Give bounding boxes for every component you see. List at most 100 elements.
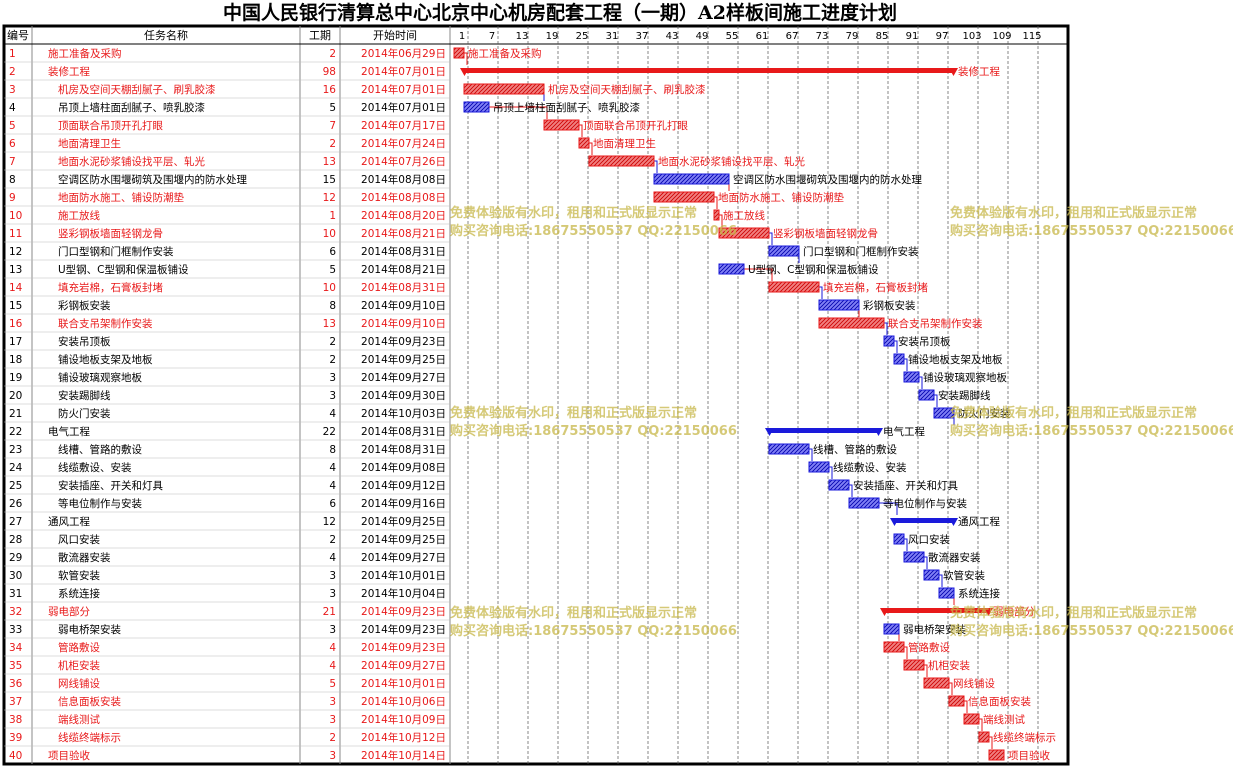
cell-name: 线槽、管路的敷设 bbox=[58, 443, 142, 456]
cell-id: 26 bbox=[9, 498, 23, 510]
cell-id: 39 bbox=[9, 732, 22, 744]
cell-id: 35 bbox=[9, 660, 22, 672]
cell-name: 端线测试 bbox=[58, 713, 100, 726]
cell-duration: 8 bbox=[329, 444, 336, 456]
cell-duration: 2 bbox=[329, 336, 336, 348]
cell-start: 2014年09月25日 bbox=[361, 353, 446, 366]
cell-id: 36 bbox=[9, 678, 23, 690]
timescale-tick-label: 1 bbox=[459, 31, 465, 42]
task-bar bbox=[848, 497, 880, 509]
cell-name: 地面清理卫生 bbox=[58, 137, 121, 150]
task-bar bbox=[828, 479, 850, 491]
bar-label: 施工准备及采购 bbox=[468, 47, 542, 60]
bar-label: 安装插座、开关和灯具 bbox=[853, 479, 958, 492]
task-bar bbox=[453, 47, 465, 59]
timescale-tick-label: 103 bbox=[962, 31, 981, 42]
cell-duration: 4 bbox=[329, 480, 336, 492]
timescale-tick-label: 109 bbox=[992, 31, 1011, 42]
summary-bar bbox=[884, 608, 989, 613]
dependency-link bbox=[904, 358, 908, 371]
cell-duration: 4 bbox=[329, 642, 336, 654]
watermark-line1: 免费体验版有水印，租用和正式版显示正常 bbox=[450, 406, 698, 421]
watermark-line2: 购买咨询电话:18675550537 QQ:22150066 bbox=[450, 624, 737, 639]
column-header-duration: 工期 bbox=[309, 29, 331, 42]
cell-duration: 3 bbox=[329, 714, 336, 726]
task-bar bbox=[718, 227, 770, 239]
cell-start: 2014年07月01日 bbox=[361, 101, 446, 114]
dependency-link bbox=[989, 736, 993, 749]
timescale-tick-label: 115 bbox=[1022, 31, 1041, 42]
cell-start: 2014年09月25日 bbox=[361, 533, 446, 546]
timescale-tick-label: 37 bbox=[636, 31, 649, 42]
bar-label: 门口型钢和门框制作安装 bbox=[803, 245, 919, 258]
timescale-tick-label: 25 bbox=[576, 31, 589, 42]
grid-layer bbox=[2, 24, 1070, 766]
cell-duration: 4 bbox=[329, 462, 336, 474]
cell-id: 3 bbox=[9, 84, 16, 96]
cell-duration: 6 bbox=[329, 246, 336, 258]
cell-name: 地面水泥砂浆铺设找平层、轧光 bbox=[58, 155, 205, 168]
bar-labels: 施工准备及采购装修工程机房及空间天棚刮腻子、刷乳胶漆吊顶上墙柱面刮腻子、喷乳胶漆… bbox=[468, 47, 1056, 762]
summary-cap-start bbox=[765, 428, 774, 436]
cell-id: 6 bbox=[9, 138, 16, 150]
cell-start: 2014年10月01日 bbox=[361, 677, 446, 690]
cell-start: 2014年09月27日 bbox=[361, 371, 446, 384]
cell-name: 通风工程 bbox=[48, 516, 90, 528]
task-bar bbox=[903, 551, 925, 563]
cell-start: 2014年07月26日 bbox=[361, 155, 446, 168]
column-header-id: 编号 bbox=[7, 28, 29, 42]
cell-name: 弱电桥架安装 bbox=[58, 623, 121, 636]
cell-start: 2014年09月30日 bbox=[361, 389, 446, 402]
task-bar bbox=[948, 695, 965, 707]
bar-label: 机房及空间天棚刮腻子、刷乳胶漆 bbox=[548, 83, 706, 96]
cell-duration: 4 bbox=[329, 552, 336, 564]
cell-name: 网线铺设 bbox=[58, 677, 100, 690]
dependency-link bbox=[829, 466, 833, 479]
cell-name: 地面防水施工、铺设防潮垫 bbox=[58, 191, 184, 204]
cell-name: 铺设地板支架及地板 bbox=[58, 353, 153, 366]
bar-label: 机柜安装 bbox=[928, 659, 970, 672]
cell-id: 34 bbox=[9, 642, 23, 654]
cell-start: 2014年07月17日 bbox=[361, 119, 446, 132]
timescale-tick-label: 13 bbox=[516, 31, 529, 42]
cell-duration: 10 bbox=[323, 228, 336, 240]
cell-name: 机柜安装 bbox=[58, 659, 100, 672]
watermark-line2: 购买咨询电话:18675550537 QQ:22150066 bbox=[950, 224, 1233, 239]
timescale-tick-label: 49 bbox=[696, 31, 709, 42]
cell-duration: 3 bbox=[329, 390, 336, 402]
bar-label: 风口安装 bbox=[908, 533, 950, 546]
cell-id: 25 bbox=[9, 480, 22, 492]
cell-id: 7 bbox=[9, 156, 16, 168]
task-bar bbox=[918, 389, 935, 401]
cell-start: 2014年10月01日 bbox=[361, 569, 446, 582]
watermark-line1: 免费体验版有水印，租用和正式版显示正常 bbox=[450, 606, 698, 621]
watermark-line2: 购买咨询电话:18675550537 QQ:22150066 bbox=[950, 424, 1233, 439]
cell-name: 门口型钢和门框制作安装 bbox=[58, 245, 174, 258]
task-bar bbox=[923, 677, 950, 689]
dependency-link bbox=[464, 52, 468, 65]
cell-name: 软管安装 bbox=[58, 569, 100, 582]
cell-id: 12 bbox=[9, 246, 22, 258]
watermark-line1: 免费体验版有水印，租用和正式版显示正常 bbox=[950, 206, 1198, 221]
cell-start: 2014年08月08日 bbox=[361, 191, 446, 204]
cell-id: 33 bbox=[9, 624, 22, 636]
cell-id: 30 bbox=[9, 570, 22, 582]
task-bar bbox=[713, 209, 720, 221]
cell-duration: 2 bbox=[329, 48, 336, 60]
dependency-link bbox=[904, 646, 908, 659]
task-bar bbox=[923, 569, 940, 581]
summary-cap-end bbox=[949, 68, 958, 76]
cell-duration: 12 bbox=[323, 516, 336, 528]
cell-duration: 4 bbox=[329, 408, 336, 420]
cell-name: 项目验收 bbox=[48, 749, 90, 762]
cell-start: 2014年10月09日 bbox=[361, 713, 446, 726]
cell-duration: 3 bbox=[329, 588, 336, 600]
cell-duration: 2 bbox=[329, 354, 336, 366]
dependency-link bbox=[769, 232, 773, 245]
bar-label: 散流器安装 bbox=[928, 551, 981, 564]
cell-id: 20 bbox=[9, 390, 22, 402]
cell-name: 施工放线 bbox=[58, 209, 100, 222]
timescale-tick-label: 7 bbox=[489, 31, 495, 42]
bar-label: 信息面板安装 bbox=[968, 695, 1031, 708]
